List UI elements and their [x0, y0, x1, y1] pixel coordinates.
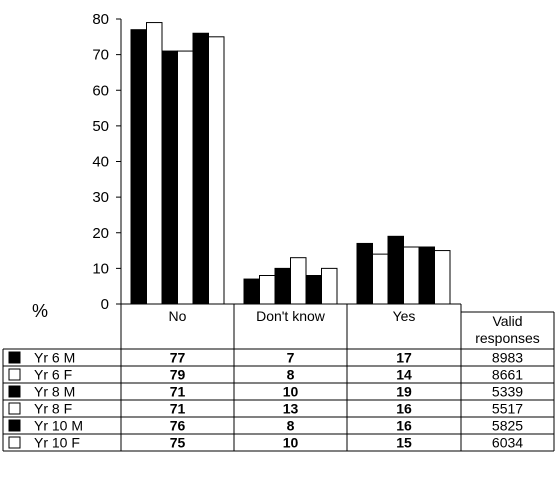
bar — [259, 275, 276, 305]
data-label: 71 — [170, 401, 186, 417]
data-label: 16 — [396, 418, 412, 434]
bar — [130, 29, 147, 305]
table-grid — [2, 303, 555, 452]
legend-swatch — [8, 402, 21, 415]
bar — [305, 275, 322, 305]
legend-label: Yr 6 F — [34, 367, 72, 383]
legend-label: Yr 8 F — [34, 401, 72, 417]
bar — [321, 267, 338, 305]
bars — [8, 22, 451, 449]
legend-swatch — [8, 436, 21, 449]
bar — [177, 50, 194, 305]
data-label: 77 — [170, 350, 186, 366]
y-tick-label: 20 — [92, 225, 109, 242]
data-label: 10 — [283, 384, 299, 400]
legend-swatch — [8, 385, 21, 398]
data-label: 10 — [283, 435, 299, 451]
data-label: 8 — [287, 418, 295, 434]
data-label: 19 — [396, 384, 412, 400]
data-label: 17 — [396, 350, 412, 366]
data-label: 71 — [170, 384, 186, 400]
bar — [387, 235, 404, 305]
bar — [434, 250, 451, 305]
bar — [192, 32, 209, 305]
labels: 0 10 20 30 40 50 60 70 80 No Don't know Yes Validres… — [34, 11, 540, 451]
legend-swatch — [8, 351, 21, 364]
legend-label: Yr 10 M — [34, 418, 83, 434]
data-label: 76 — [170, 418, 186, 434]
valid-responses-value: 5339 — [492, 384, 523, 400]
valid-responses-value: 8983 — [492, 350, 523, 366]
bar — [274, 267, 291, 305]
legend-swatch — [8, 419, 21, 432]
bar — [243, 278, 260, 305]
valid-responses-value: 6034 — [492, 435, 523, 451]
y-tick-label: 80 — [92, 11, 109, 28]
data-label: 15 — [396, 435, 412, 451]
bar — [418, 246, 435, 305]
bar — [356, 242, 373, 305]
valid-header-label: responses — [475, 330, 540, 346]
valid-responses-value: 8661 — [492, 367, 523, 383]
bar — [146, 22, 163, 305]
bar — [403, 246, 420, 305]
y-axis-title: % — [32, 301, 48, 321]
bar — [290, 257, 307, 305]
y-tick-label: 0 — [101, 296, 109, 313]
legend-label: Yr 10 F — [34, 435, 80, 451]
bar — [372, 253, 389, 305]
category-label: No — [169, 308, 187, 324]
valid-responses-value: 5825 — [492, 418, 523, 434]
y-tick-label: 70 — [92, 47, 109, 64]
data-label: 8 — [287, 367, 295, 383]
legend-label: Yr 8 M — [34, 384, 75, 400]
y-tick-label: 10 — [92, 260, 109, 277]
y-axis — [116, 18, 122, 305]
data-label: 7 — [287, 350, 295, 366]
data-label: 14 — [396, 367, 412, 383]
data-label: 13 — [283, 401, 299, 417]
valid-responses-value: 5517 — [492, 401, 523, 417]
y-tick-label: 60 — [92, 82, 109, 99]
valid-header-label: Valid — [492, 313, 522, 329]
category-label: Don't know — [256, 308, 326, 324]
legend-label: Yr 6 M — [34, 350, 75, 366]
y-tick-label: 30 — [92, 189, 109, 206]
data-label: 79 — [170, 367, 186, 383]
y-tick-label: 50 — [92, 118, 109, 135]
bar — [208, 36, 225, 305]
category-label: Yes — [393, 308, 416, 324]
bar — [161, 50, 178, 305]
data-label: 16 — [396, 401, 412, 417]
y-tick-label: 40 — [92, 154, 109, 171]
data-label: 75 — [170, 435, 186, 451]
legend-swatch — [8, 368, 21, 381]
